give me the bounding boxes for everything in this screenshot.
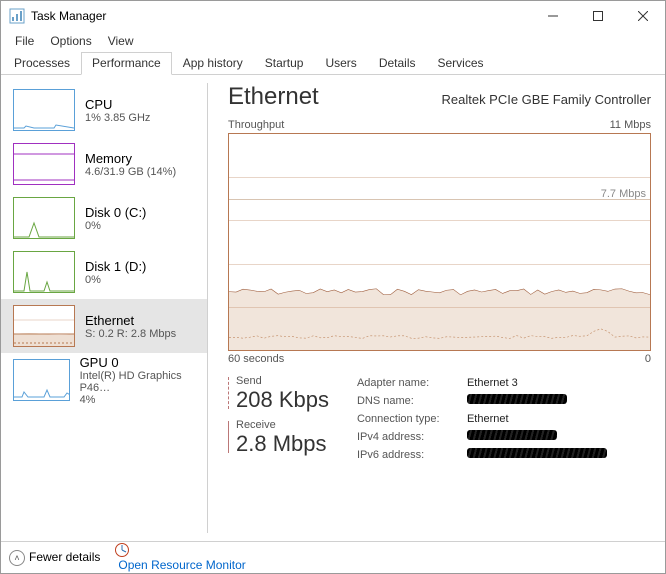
sidebar-item-cpu[interactable]: CPU 1% 3.85 GHz <box>1 83 207 137</box>
tab-app-history[interactable]: App history <box>172 52 254 75</box>
recv-label: Receive <box>236 419 329 431</box>
sidebar-item-disk1[interactable]: Disk 1 (D:) 0% <box>1 245 207 299</box>
tab-strip: Processes Performance App history Startu… <box>1 51 665 75</box>
sidebar-title: Disk 0 (C:) <box>85 205 146 220</box>
resource-monitor-label[interactable]: Open Resource Monitor <box>118 558 245 572</box>
menu-options[interactable]: Options <box>42 32 99 50</box>
menubar: File Options View <box>1 31 665 51</box>
resource-monitor-icon <box>114 542 245 558</box>
sidebar-title: CPU <box>85 97 150 112</box>
recv-value: 2.8 Mbps <box>236 431 329 457</box>
sidebar-title: Memory <box>85 151 176 166</box>
sidebar-title: Disk 1 (D:) <box>85 259 146 274</box>
chart-y-right: 11 Mbps <box>610 119 651 131</box>
tab-processes[interactable]: Processes <box>3 52 81 75</box>
send-label: Send <box>236 375 329 387</box>
conn-k: Connection type: <box>357 413 467 425</box>
sidebar-item-mem[interactable]: Memory 4.6/31.9 GB (14%) <box>1 137 207 191</box>
close-button[interactable] <box>620 1 665 31</box>
perf-sidebar: CPU 1% 3.85 GHz Memory 4.6/31.9 GB (14%)… <box>1 75 207 541</box>
app-icon <box>9 8 25 24</box>
tab-startup[interactable]: Startup <box>254 52 315 75</box>
sidebar-sub: 4.6/31.9 GB (14%) <box>85 166 176 178</box>
throughput-chart[interactable]: 7.7 Mbps <box>228 133 651 351</box>
adapter-v: Ethernet 3 <box>467 377 518 389</box>
perf-body: CPU 1% 3.85 GHz Memory 4.6/31.9 GB (14%)… <box>1 75 665 541</box>
detail-table: Adapter name:Ethernet 3 DNS name: Connec… <box>357 375 607 465</box>
send-value: 208 Kbps <box>236 387 329 413</box>
chart-y-left: Throughput <box>228 119 284 131</box>
menu-view[interactable]: View <box>100 32 142 50</box>
chevron-up-icon: ˄ <box>9 550 25 566</box>
window-title: Task Manager <box>31 9 106 23</box>
tab-performance[interactable]: Performance <box>81 52 172 75</box>
sidebar-sub: 1% 3.85 GHz <box>85 112 150 124</box>
page-title: Ethernet <box>228 83 319 111</box>
adapter-k: Adapter name: <box>357 377 467 389</box>
task-manager-window: Task Manager File Options View Processes… <box>0 0 666 574</box>
ipv4-v <box>467 430 557 443</box>
chart-x-left: 60 seconds <box>228 353 284 365</box>
ipv6-k: IPv6 address: <box>357 449 467 461</box>
sidebar-title: GPU 0 <box>80 355 203 370</box>
sidebar-item-gpu0[interactable]: GPU 0 Intel(R) HD Graphics P46… 4% <box>1 353 207 407</box>
tab-users[interactable]: Users <box>314 52 367 75</box>
chart-x-right: 0 <box>645 353 651 365</box>
thumb-eth <box>13 305 75 347</box>
tab-details[interactable]: Details <box>368 52 427 75</box>
adapter-model: Realtek PCIe GBE Family Controller <box>441 92 651 107</box>
recv-stat: Receive 2.8 Mbps <box>228 419 329 457</box>
sidebar-sub: Intel(R) HD Graphics P46… <box>80 370 203 394</box>
thumb-gpu0 <box>13 359 70 401</box>
conn-v: Ethernet <box>467 413 509 425</box>
sidebar-item-disk0[interactable]: Disk 0 (C:) 0% <box>1 191 207 245</box>
sidebar-sub: S: 0.2 R: 2.8 Mbps <box>85 328 176 340</box>
minimize-button[interactable] <box>530 1 575 31</box>
thumb-cpu <box>13 89 75 131</box>
titlebar[interactable]: Task Manager <box>1 1 665 31</box>
perf-main: Ethernet Realtek PCIe GBE Family Control… <box>208 75 665 541</box>
menu-file[interactable]: File <box>7 32 42 50</box>
maximize-button[interactable] <box>575 1 620 31</box>
ipv4-k: IPv4 address: <box>357 431 467 443</box>
thumb-mem <box>13 143 75 185</box>
tab-services[interactable]: Services <box>427 52 495 75</box>
sidebar-sub: 0% <box>85 274 146 286</box>
dns-k: DNS name: <box>357 395 467 407</box>
fewer-details-button[interactable]: ˄Fewer details <box>9 550 100 566</box>
sidebar-sub: 0% <box>85 220 146 232</box>
sidebar-item-eth[interactable]: Ethernet S: 0.2 R: 2.8 Mbps <box>1 299 207 353</box>
send-stat: Send 208 Kbps <box>228 375 329 413</box>
thumb-disk1 <box>13 251 75 293</box>
thumb-disk0 <box>13 197 75 239</box>
footer: ˄Fewer details Open Resource Monitor <box>1 541 665 573</box>
sidebar-title: Ethernet <box>85 313 176 328</box>
ipv6-v <box>467 448 607 461</box>
open-resource-monitor-link[interactable]: Open Resource Monitor <box>114 542 245 573</box>
dns-v <box>467 394 567 407</box>
